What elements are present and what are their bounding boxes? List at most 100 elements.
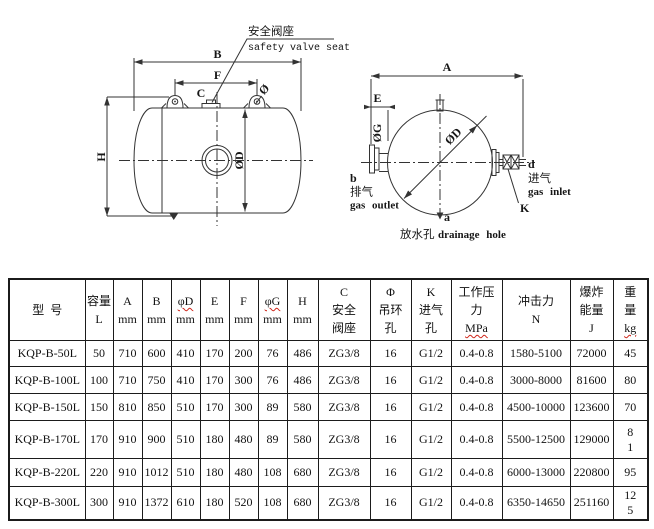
table-cell: 810 — [112, 393, 143, 421]
model-cell: KQP-B-220L — [8, 458, 86, 487]
tank-outline — [133, 107, 302, 214]
table-cell: 100 — [84, 366, 114, 394]
table-cell: 750 — [141, 366, 172, 394]
drain-label-en: drainage hole — [438, 229, 506, 241]
drain-fitting — [169, 213, 178, 220]
table-cell: 45 — [612, 340, 649, 367]
safety-valve-seat-boss — [206, 99, 216, 104]
model-cell: KQP-B-150L — [8, 393, 86, 421]
outlet-label-cn: 排气 — [350, 185, 373, 199]
header-cell-9: C 安全 阀座 — [317, 278, 371, 341]
table-cell: 129000 — [569, 420, 614, 459]
table-cell: 89 — [257, 393, 288, 421]
table-cell: G1/2 — [410, 458, 452, 487]
table-cell: 8 1 — [612, 420, 649, 459]
tank-side-view — [104, 38, 334, 226]
table-cell: ZG3/8 — [317, 366, 371, 394]
table-cell: 5500-12500 — [501, 420, 571, 459]
header-cell-12: 工作压力 MPa — [450, 278, 503, 341]
outlet-label-en: gas outlet — [350, 200, 399, 212]
dim-label-phiD-side: ØD — [232, 151, 246, 169]
table-cell: 0.4-0.8 — [450, 486, 503, 520]
dim-label-E: E — [373, 91, 381, 105]
table-cell: 180 — [199, 458, 230, 487]
table-cell: 180 — [199, 486, 230, 520]
spec-table-body: KQP-B-50L 50 710 600 410 170 200 76 486 ZG3/8 16 G1… — [8, 340, 649, 520]
dim-label-C: C — [197, 86, 206, 100]
table-cell: 680 — [286, 486, 319, 520]
table-cell: 486 — [286, 366, 319, 394]
table-cell: 0.4-0.8 — [450, 340, 503, 367]
table-row-2: KQP-B-150L 150 810 850 510 170 300 89 580 ZG3/8 16… — [8, 393, 649, 421]
header-cell-11: K 进气孔 — [410, 278, 452, 341]
dim-label-A: A — [443, 60, 452, 74]
table-cell: ZG3/8 — [317, 420, 371, 459]
inlet-tag: d — [528, 157, 535, 171]
dim-label-K: K — [520, 201, 530, 215]
lug-hole-left-dot — [174, 100, 176, 103]
table-row-0: KQP-B-50L 50 710 600 410 170 200 76 486 ZG3/8 16 G1… — [8, 340, 649, 367]
header-cell-1: 容量 L — [84, 278, 114, 341]
table-cell: 170 — [84, 420, 114, 459]
table-cell: 72000 — [569, 340, 614, 367]
table-cell: 170 — [199, 393, 230, 421]
table-cell: 710 — [112, 366, 143, 394]
k-leader — [507, 168, 519, 204]
model-cell: KQP-B-300L — [8, 486, 86, 520]
dim-label-F: F — [214, 68, 221, 82]
table-cell: 108 — [257, 486, 288, 520]
inlet-label-cn: 进气 — [528, 171, 551, 185]
inlet-label-en: gas inlet — [528, 186, 571, 198]
table-cell: 170 — [199, 340, 230, 367]
table-cell: G1/2 — [410, 366, 452, 394]
table-row-4: KQP-B-220L 220 910 1012 510 180 480 108 680 ZG3/8… — [8, 458, 649, 487]
table-cell: 150 — [84, 393, 114, 421]
model-cell: KQP-B-100L — [8, 366, 86, 394]
dim-label-H: H — [94, 152, 108, 162]
header-cell-0: 型 号 — [8, 278, 86, 341]
table-cell: 610 — [170, 486, 201, 520]
dim-line-phiD-diagonal — [403, 125, 478, 199]
table-cell: 95 — [612, 458, 649, 487]
lifting-lug-right — [248, 94, 266, 109]
outlet-tag: b — [350, 171, 357, 185]
table-cell: 0.4-0.8 — [450, 420, 503, 459]
outlet-flange-neck — [374, 147, 380, 171]
table-cell: 1012 — [141, 458, 172, 487]
table-cell: 300 — [84, 486, 114, 520]
table-cell: 0.4-0.8 — [450, 458, 503, 487]
table-cell: ZG3/8 — [317, 340, 371, 367]
table-cell: ZG3/8 — [317, 458, 371, 487]
lug-hole-left — [171, 98, 179, 105]
table-cell: 16 — [369, 486, 412, 520]
annotation-cn: 安全阀座 — [248, 24, 294, 38]
table-cell: 580 — [286, 420, 319, 459]
table-cell: 480 — [228, 420, 259, 459]
header-cell-4: φD mm — [170, 278, 201, 341]
table-cell: 3000-8000 — [501, 366, 571, 394]
table-cell: 410 — [170, 340, 201, 367]
table-cell: 0.4-0.8 — [450, 393, 503, 421]
table-cell: 910 — [112, 486, 143, 520]
table-cell: 251160 — [569, 486, 614, 520]
table-cell: ZG3/8 — [317, 393, 371, 421]
table-cell: 16 — [369, 366, 412, 394]
table-cell: 12 5 — [612, 486, 649, 520]
table-cell: 850 — [141, 393, 172, 421]
table-cell: 1372 — [141, 486, 172, 520]
model-cell: KQP-B-170L — [8, 420, 86, 459]
annotation-en: safety valve seat — [248, 42, 350, 54]
table-row-5: KQP-B-300L 300 910 1372 610 180 520 108 680 ZG3/8… — [8, 486, 649, 520]
table-cell: G1/2 — [410, 340, 452, 367]
table-cell: 70 — [612, 393, 649, 421]
table-cell: 6000-13000 — [501, 458, 571, 487]
table-cell: 410 — [170, 366, 201, 394]
model-cell: KQP-B-50L — [8, 340, 86, 367]
annotation-leader — [211, 38, 334, 103]
